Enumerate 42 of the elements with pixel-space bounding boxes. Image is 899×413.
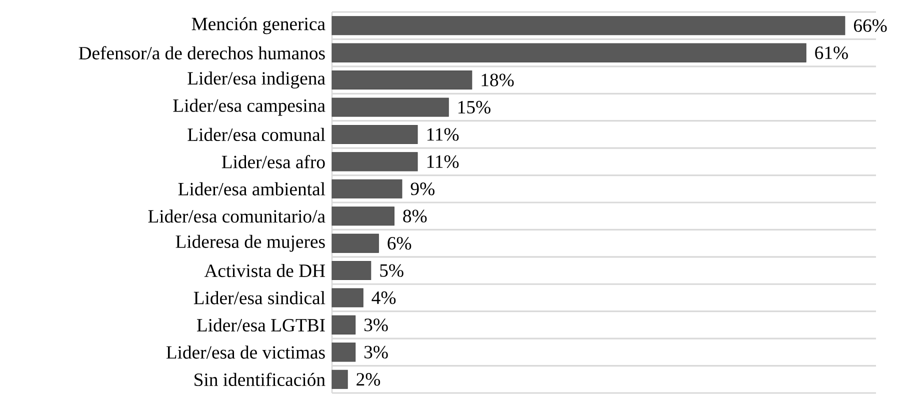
data-label: 18% — [482, 74, 514, 86]
y-tick-label: Lider/esa ambiental — [178, 182, 326, 196]
y-tick-label: Lider/esa indigena — [188, 72, 326, 89]
y-tick-label: Lider/esa afro — [222, 155, 325, 168]
y-tick-label: Lideresa de mujeres — [176, 234, 325, 252]
y-tick-label: Sin identificación — [194, 372, 326, 386]
bar — [332, 179, 402, 198]
bar — [332, 152, 418, 172]
bar — [332, 234, 379, 253]
data-label: 61% — [815, 46, 848, 60]
bar — [332, 124, 418, 144]
bar — [332, 342, 356, 362]
bar — [332, 261, 372, 280]
data-label: 6% — [388, 236, 412, 250]
y-tick-label: Lider/esa de victimas — [166, 346, 325, 359]
data-label: 11% — [427, 128, 459, 141]
data-label: 3% — [364, 318, 388, 332]
bar — [332, 370, 348, 389]
bar — [332, 206, 394, 226]
y-tick-label: Lider/esa comunal — [188, 128, 326, 142]
y-tick-label: Lider/esa campesina — [173, 98, 326, 116]
data-label: 2% — [356, 373, 380, 386]
data-label: 11% — [427, 155, 459, 168]
data-label: 9% — [410, 182, 434, 196]
bar — [332, 16, 846, 36]
bar — [332, 98, 449, 117]
y-tick-label: Activista de DH — [204, 264, 325, 278]
data-label: 5% — [380, 264, 404, 277]
data-label: 8% — [403, 210, 427, 222]
y-tick-label: Lider/esa sindical — [194, 291, 326, 304]
data-label: 15% — [458, 100, 490, 114]
y-tick-label: Lider/esa comunitario/a — [148, 210, 326, 223]
data-label: 4% — [372, 291, 396, 304]
y-tick-label: Lider/esa LGTBI — [197, 318, 325, 332]
bar — [332, 43, 806, 62]
data-label: 3% — [364, 346, 388, 359]
bar — [332, 315, 356, 334]
bar — [332, 70, 472, 90]
bar — [332, 288, 364, 308]
y-tick-label: Defensor/a de derechos humanos — [78, 46, 325, 60]
data-label: 66% — [854, 19, 887, 32]
y-tick-label: Mención generica — [192, 17, 326, 34]
